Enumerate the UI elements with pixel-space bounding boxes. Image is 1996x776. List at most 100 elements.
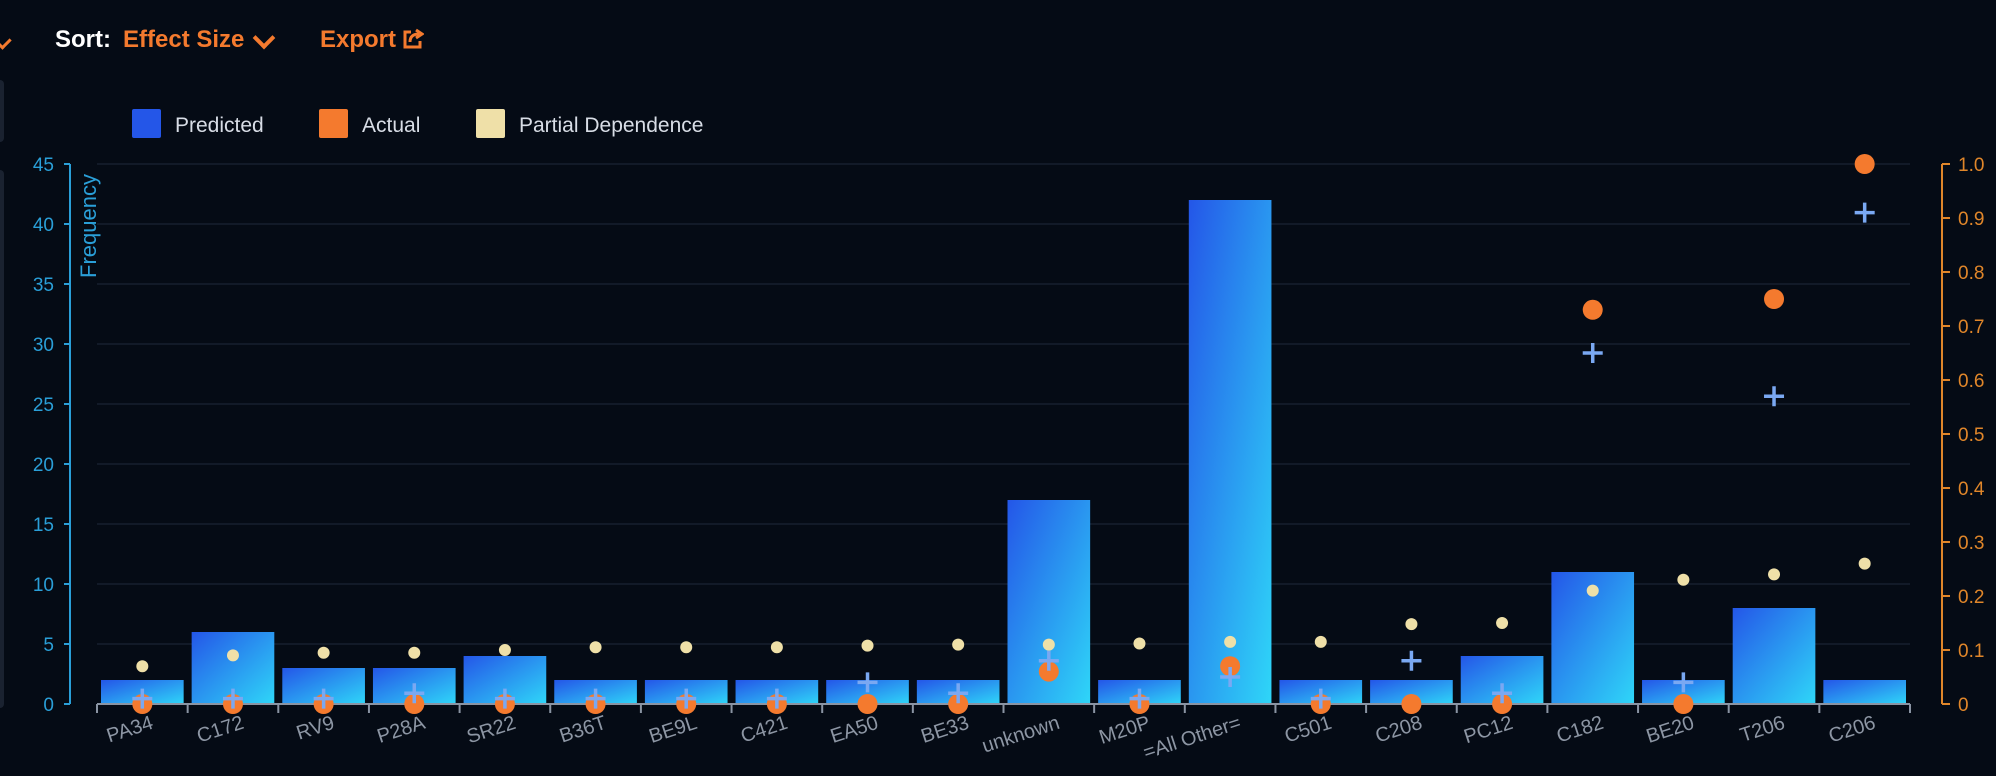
partial-dependence-point — [1042, 638, 1055, 651]
partial-dependence-point — [952, 638, 965, 651]
legend-swatch — [476, 109, 505, 138]
partial-dependence-point — [1677, 573, 1690, 586]
left-tick-label: 5 — [43, 635, 54, 656]
export-icon[interactable] — [402, 28, 424, 50]
x-tick-label: BE20 — [1644, 712, 1697, 748]
bar — [1188, 200, 1272, 704]
right-tick-label: 0.4 — [1958, 479, 1985, 500]
right-tick-label: 0.2 — [1958, 587, 1984, 608]
predicted-point — [948, 683, 969, 704]
sort-label: Sort: — [55, 26, 111, 53]
x-tick-label: B36T — [557, 712, 609, 748]
partial-dependence-point — [680, 641, 693, 654]
actual-point — [1582, 299, 1603, 320]
left-tick-label: 45 — [33, 155, 54, 176]
actual-point — [1492, 694, 1513, 714]
partial-dependence-point — [1405, 618, 1418, 631]
x-tick-label: BE33 — [918, 712, 971, 748]
x-tick-label: PC12 — [1461, 712, 1515, 748]
predicted-point — [1310, 688, 1331, 709]
predicted-point — [1582, 343, 1603, 363]
legend-swatch — [319, 109, 348, 138]
x-tick-label: BE9L — [646, 712, 699, 748]
right-tick-label: 0.8 — [1958, 263, 1984, 284]
predicted-point — [1220, 667, 1241, 687]
legend-label: Actual — [362, 114, 420, 137]
left-tick-label: 25 — [33, 395, 54, 416]
x-tick-label: EA50 — [828, 712, 881, 748]
x-tick-label: SR22 — [464, 712, 518, 748]
predicted-point — [404, 683, 425, 704]
x-tick-label: C208 — [1373, 712, 1425, 748]
right-tick-label: 0.1 — [1958, 641, 1984, 662]
left-tick-label: 40 — [33, 215, 54, 236]
partial-dependence-point — [589, 641, 602, 654]
x-tick-label: P28A — [374, 712, 428, 748]
legend-label: Partial Dependence — [519, 114, 703, 137]
x-tick-label: C182 — [1554, 712, 1606, 748]
x-tick-label: T206 — [1737, 712, 1787, 747]
left-tick-label: 20 — [33, 455, 54, 476]
actual-point — [1220, 656, 1241, 677]
predicted-point — [585, 688, 606, 709]
right-tick-label: 0.9 — [1958, 209, 1984, 230]
right-tick-label: 1.0 — [1958, 155, 1984, 176]
y-axis-title: Frequency — [76, 174, 101, 278]
predicted-point — [494, 688, 515, 709]
actual-point — [1673, 694, 1694, 714]
right-tick-label: 0.5 — [1958, 425, 1984, 446]
predicted-point — [676, 688, 697, 709]
partial-dependence-point — [317, 646, 330, 659]
partial-dependence-point — [1858, 557, 1871, 570]
partial-dependence-point — [226, 649, 239, 662]
left-tick-label: 10 — [33, 575, 54, 596]
actual-point — [404, 694, 425, 714]
x-tick-label: RV9 — [294, 712, 337, 745]
predicted-point — [1854, 202, 1875, 223]
side-panel-tab[interactable] — [0, 80, 4, 142]
predicted-point — [1038, 650, 1059, 671]
x-tick-label: C172 — [194, 712, 246, 748]
actual-point — [1764, 289, 1785, 309]
partial-dependence-point — [1496, 617, 1509, 629]
actual-point — [948, 694, 969, 714]
right-tick-label: 0 — [1958, 695, 1969, 716]
predicted-point — [766, 688, 787, 709]
right-tick-label: 0.7 — [1958, 317, 1984, 338]
predicted-point — [1401, 650, 1422, 671]
actual-point — [1038, 661, 1059, 682]
x-tick-label: C501 — [1282, 712, 1334, 748]
x-tick-label: C206 — [1826, 712, 1878, 748]
export-button[interactable]: Export — [320, 26, 397, 53]
right-tick-label: 0.3 — [1958, 533, 1984, 554]
x-tick-label: C421 — [738, 712, 790, 748]
partial-dependence-point — [1133, 637, 1146, 650]
bar — [1823, 680, 1906, 704]
predicted-point — [313, 688, 334, 709]
side-panel — [0, 170, 4, 708]
left-tick-label: 35 — [33, 275, 54, 296]
partial-dependence-point — [408, 646, 421, 659]
toolbar: Sort: Effect Size Export — [0, 0, 1996, 80]
partial-dependence-point — [1586, 584, 1599, 597]
partial-dependence-point — [136, 660, 149, 673]
sort-dropdown[interactable]: Effect Size — [123, 26, 245, 53]
predicted-point — [1129, 688, 1150, 709]
x-tick-label: =All Other= — [1141, 712, 1244, 764]
partial-dependence-point — [1224, 635, 1237, 648]
partial-dependence-point — [861, 639, 874, 652]
legend-label: Predicted — [175, 114, 264, 137]
predicted-point — [857, 672, 878, 693]
left-tick-label: 15 — [33, 515, 54, 536]
predicted-point — [1492, 683, 1513, 704]
actual-point — [1854, 154, 1875, 174]
predicted-point — [1673, 672, 1694, 693]
predicted-point — [1764, 386, 1785, 407]
actual-point — [1401, 694, 1422, 714]
partial-dependence-point — [498, 644, 511, 656]
x-tick-label: PA34 — [104, 712, 156, 748]
predicted-point — [222, 688, 243, 709]
actual-point — [857, 694, 878, 714]
x-tick-label: unknown — [979, 712, 1062, 758]
